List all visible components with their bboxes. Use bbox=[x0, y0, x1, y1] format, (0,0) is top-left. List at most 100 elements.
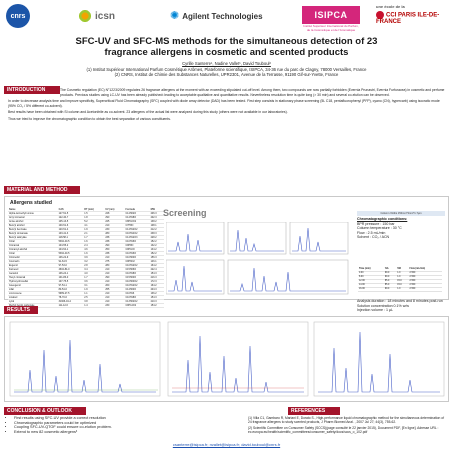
table-row: Benzyl alcohol 100-51-6 4.1 210 C7H8O 108.1 bbox=[8, 223, 164, 228]
table-cell: 1.0 bbox=[396, 275, 409, 280]
cnrs-logo: cnrs bbox=[6, 4, 30, 28]
material-method-heading: MATERIAL AND METHOD bbox=[4, 186, 80, 194]
table-cell: 134.2 bbox=[149, 247, 164, 252]
table-cell: 107-75-5 bbox=[57, 279, 84, 284]
table-cell: 111-12-6 bbox=[57, 303, 84, 308]
table-cell: Citral bbox=[8, 239, 58, 244]
table-cell: C9H10O bbox=[124, 247, 150, 252]
table-header-cell: Name bbox=[8, 208, 58, 212]
table-cell: 14.00 bbox=[358, 283, 384, 288]
table-row: 12.00 85.0 15.0 2.500 bbox=[358, 279, 442, 284]
table-cell: 216.3 bbox=[149, 275, 164, 280]
results-panel bbox=[4, 316, 449, 402]
table-cell: 106-24-1 bbox=[57, 271, 84, 276]
table-cell: C14H18O bbox=[124, 215, 150, 220]
allergens-table-title: Allergens studied bbox=[10, 200, 52, 206]
author-names: Cyrille Santerre¹, Nadine Vallet¹, David… bbox=[182, 61, 271, 66]
analysis-conditions: Analysis duration : 18 minutes and 8 min… bbox=[357, 299, 443, 312]
table-row: Lilial 80-54-6 1.9 255 C14H20O 204.3 bbox=[8, 287, 164, 292]
table-cell: 255 bbox=[104, 287, 125, 292]
table-cell: 210 bbox=[104, 255, 125, 260]
table-cell: C14H12O2 bbox=[124, 227, 150, 232]
table-cell: 290 bbox=[104, 243, 125, 248]
table-cell: 3.2 bbox=[83, 259, 105, 264]
chromatogram-frame bbox=[167, 321, 309, 397]
table-cell: C14H12O3 bbox=[124, 235, 150, 240]
chromatogram-frame bbox=[166, 222, 225, 255]
table-cell: 138.2 bbox=[149, 219, 164, 224]
chromatogram-trace bbox=[172, 335, 304, 393]
table-cell: C13H22O2 bbox=[124, 299, 150, 304]
table-cell: 8.00 bbox=[358, 275, 384, 280]
table-cell: 100-51-6 bbox=[57, 223, 84, 228]
table-cell: Cinnamal bbox=[8, 243, 58, 248]
table-row: Geraniol 106-24-1 4.0 210 C10H18O 154.3 bbox=[8, 271, 164, 276]
table-cell: 97-54-1 bbox=[57, 283, 84, 288]
table-header-cell: Formula bbox=[124, 208, 150, 212]
table-cell: Geraniol bbox=[8, 271, 58, 276]
table-header-cell: MW bbox=[149, 208, 164, 212]
table-cell: 118-58-1 bbox=[57, 235, 84, 240]
table-cell: 31906-04-4 bbox=[57, 299, 84, 304]
table-cell: 104-55-2 bbox=[57, 243, 84, 248]
table-cell: Farnesol bbox=[8, 267, 58, 272]
allergens-table: Name CAS RT (min) UV (nm) Formula MW Alpha-is… bbox=[8, 208, 164, 308]
references-list: (1) Villa C1, Gambaro R, Mariani E, Dora… bbox=[248, 416, 445, 435]
icsn-burst-icon bbox=[78, 9, 92, 23]
table-row: Cinnamyl alcohol 104-54-1 4.6 250 C9H10O 134.… bbox=[8, 247, 164, 252]
table-header-cell: %A bbox=[383, 268, 397, 272]
table-cell: 1.7 bbox=[83, 275, 105, 280]
table-row: 8.00 99.0 1.0 2.500 bbox=[358, 275, 442, 280]
table-cell: C15H26O bbox=[124, 267, 150, 272]
column-box-title: Column Viridis 150mm*3mm*1.7µm bbox=[357, 211, 445, 216]
table-cell: 80-54-6 bbox=[57, 287, 84, 292]
table-cell: 99.0 bbox=[383, 275, 397, 280]
table-cell: 206.3 bbox=[149, 211, 164, 216]
table-cell: Eugenol bbox=[8, 263, 58, 268]
agilent-logo: ✺ Agilent Technologies bbox=[170, 9, 263, 22]
table-cell: 210 bbox=[104, 279, 125, 284]
table-cell: Citral bbox=[8, 251, 58, 256]
logo-bar: cnrs icsn ✺ Agilent Technologies ISIPCA I… bbox=[0, 0, 453, 32]
table-cell: 1.9 bbox=[83, 227, 105, 232]
table-cell: 152.2 bbox=[149, 239, 164, 244]
table-cell: 154.3 bbox=[149, 295, 164, 300]
table-cell: C16H14O2 bbox=[124, 231, 150, 236]
table-cell: 210 bbox=[104, 223, 125, 228]
table-header-cell: UV (nm) bbox=[104, 208, 125, 212]
icsn-logo: icsn bbox=[78, 8, 138, 24]
table-cell: 16.00 bbox=[358, 287, 384, 292]
table-cell: 210.3 bbox=[149, 299, 164, 304]
table-cell: 228 bbox=[104, 211, 125, 216]
table-row: Isoeugenol 97-54-1 3.1 260 C10H12O2 164.2 bbox=[8, 283, 164, 288]
table-row: Eugenol 97-53-0 2.8 280 C10H12O2 164.2 bbox=[8, 263, 164, 268]
table-cell: 1.0 bbox=[396, 271, 409, 276]
table-cell: C15H20O bbox=[124, 275, 150, 280]
table-cell: Benzyl alcohol bbox=[8, 223, 58, 228]
table-cell: 290 bbox=[104, 275, 125, 280]
table-cell: 106-22-9 bbox=[57, 255, 84, 260]
table-cell: 3.6 bbox=[83, 279, 105, 284]
isipca-logo: ISIPCA bbox=[302, 6, 360, 24]
email-links[interactable]: csanterre@isipca.fr; nvallet@isipca.fr; … bbox=[172, 442, 281, 447]
table-cell: 280 bbox=[104, 231, 125, 236]
screening-chromatograms bbox=[166, 222, 349, 295]
table-row: Hexyl cinnamal 101-86-0 1.7 290 C15H20O 216.3 bbox=[8, 275, 164, 280]
table-cell: 78-70-6 bbox=[57, 295, 84, 300]
agilent-spark-icon: ✺ bbox=[170, 9, 180, 22]
table-cell: Citronellol bbox=[8, 255, 58, 260]
contact-emails: csanterre@isipca.fr; nvallet@isipca.fr; … bbox=[0, 442, 453, 447]
table-cell: C10H12O2 bbox=[124, 263, 150, 268]
table-cell: 15.0 bbox=[396, 279, 409, 284]
table-row: Amyl cinnamal 122-40-7 1.8 290 C14H18O 202.3 bbox=[8, 215, 164, 220]
chromatogram-trace bbox=[168, 265, 222, 292]
conclusion-heading: CONCLUSION & OUTLOOK bbox=[4, 407, 86, 415]
table-cell: 250 bbox=[104, 247, 125, 252]
table-cell: 122-40-7 bbox=[57, 215, 84, 220]
table-cell: 156.3 bbox=[149, 255, 164, 260]
table-row: Alpha-isomethyl ionone 127-51-5 1.5 228 C14H… bbox=[8, 211, 164, 216]
table-cell: C10H16O bbox=[124, 239, 150, 244]
table-cell: 238.3 bbox=[149, 231, 164, 236]
table-cell: Hexyl cinnamal bbox=[8, 275, 58, 280]
chromatogram-frame bbox=[227, 222, 287, 255]
